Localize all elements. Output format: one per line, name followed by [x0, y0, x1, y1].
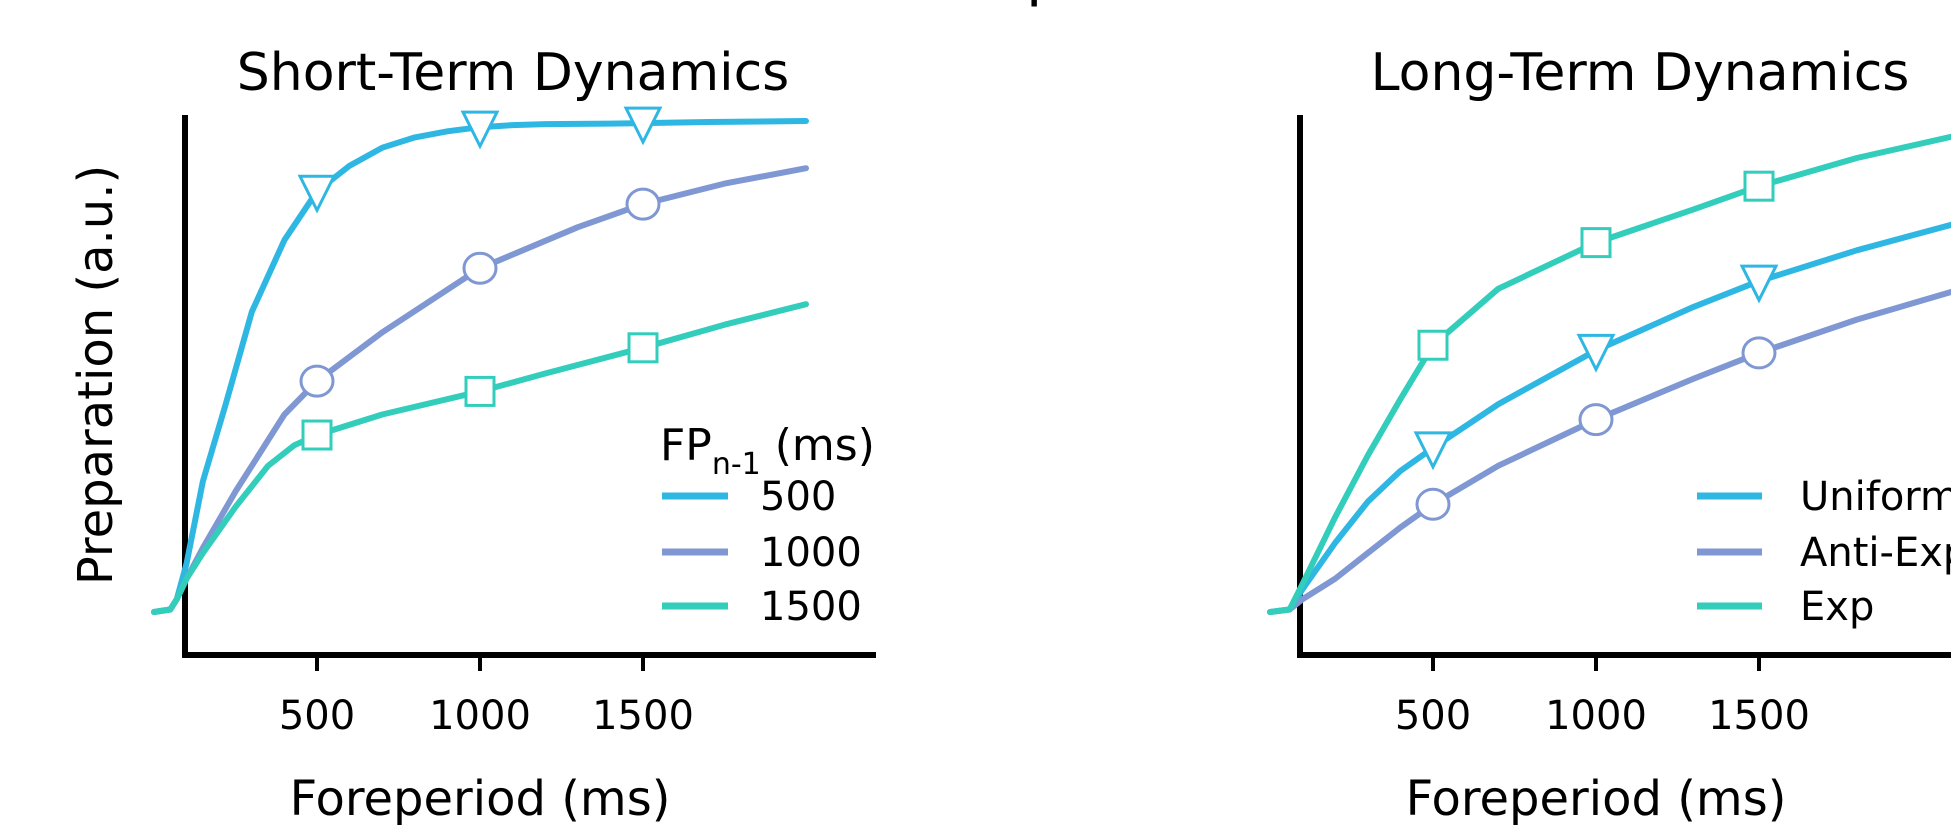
marker-500 — [297, 174, 337, 214]
marker-anti-exp — [1415, 487, 1451, 521]
x-tick-label: 1000 — [429, 693, 531, 739]
marker-exp — [1580, 227, 1612, 259]
legend-title: FPn-1 (ms) — [660, 420, 875, 482]
legend-label-uniform: Uniform — [1800, 474, 1951, 520]
short-term-panel: Short-Term Dynamics 500 1000 1500 Foreperiod… — [68, 43, 876, 827]
marker-1000 — [299, 364, 335, 398]
legend-label-exp: Exp — [1800, 584, 1874, 630]
marker-1500 — [627, 332, 659, 364]
y-axis-label: Preparation (a.u.) — [68, 165, 124, 585]
x-tick-label: 500 — [279, 693, 355, 739]
marker-uniform — [1739, 264, 1779, 304]
marker-exp — [1417, 329, 1449, 361]
marker-anti-exp — [1741, 336, 1777, 370]
legend-label-1500: 1500 — [760, 584, 862, 630]
marker-anti-exp — [1578, 403, 1614, 437]
series-line-1500 — [151, 301, 809, 615]
marker-uniform — [1413, 431, 1453, 471]
axis-lines — [182, 115, 876, 658]
x-tick-label: 500 — [1395, 693, 1471, 739]
marker-1000 — [462, 251, 498, 285]
x-tick-label: 1500 — [1708, 693, 1810, 739]
marker-exp — [1743, 170, 1775, 202]
x-tick-label: 1000 — [1545, 693, 1647, 739]
marker-1500 — [464, 375, 496, 407]
figure-title: p — [1026, 0, 1064, 9]
panel-title: Short-Term Dynamics — [237, 43, 790, 103]
legend-label-500: 500 — [760, 474, 836, 520]
x-tick-label: 1500 — [592, 693, 694, 739]
marker-500 — [460, 110, 500, 150]
legend: FPn-1 (ms)500 1000 1500 — [660, 420, 875, 630]
marker-500 — [623, 106, 663, 146]
legend-label-1000: 1000 — [760, 530, 862, 576]
marker-1500 — [301, 419, 333, 451]
panel-title: Long-Term Dynamics — [1371, 43, 1910, 103]
x-axis-label: Foreperiod (ms) — [1406, 771, 1787, 827]
long-term-panel: Long-Term Dynamics 500 1000 1500 Foreperiod … — [1267, 43, 1951, 827]
legend-label-anti-exp: Anti-Exp — [1800, 530, 1951, 576]
marker-1000 — [625, 187, 661, 221]
axis-lines — [1297, 115, 1951, 658]
x-axis-label: Foreperiod (ms) — [290, 771, 671, 827]
series-line-500 — [151, 118, 809, 615]
legend: Uniform Anti-Exp Exp — [1697, 474, 1951, 630]
marker-uniform — [1576, 333, 1616, 373]
